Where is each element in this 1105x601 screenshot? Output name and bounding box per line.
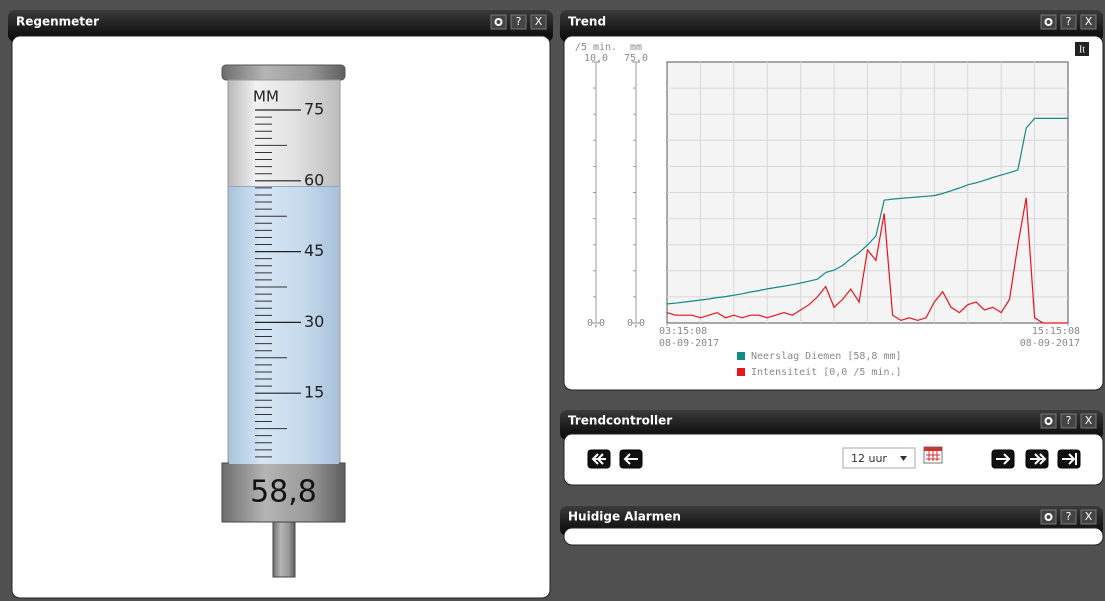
title-button-label: ? <box>516 15 522 28</box>
axis-tick-label: 75,0 <box>624 53 648 64</box>
gauge-unit: MM <box>253 88 279 106</box>
x-tick-label: 08-09-2017 <box>659 338 719 349</box>
axis-tick-label: 0,0 <box>587 318 605 329</box>
gauge-tick-label: 30 <box>304 312 324 331</box>
gauge-tick-label: 15 <box>304 383 324 402</box>
axis-tick-label: 0,0 <box>627 318 645 329</box>
title-button-label: X <box>535 15 543 28</box>
title-button-label: ? <box>1066 414 1072 427</box>
settings-button[interactable] <box>1041 510 1056 524</box>
panel-body <box>564 434 1103 485</box>
axis-title: /5 min. <box>575 42 617 53</box>
title-button-label: ? <box>1066 15 1072 28</box>
legend-swatch <box>737 368 745 376</box>
title-button-label: X <box>1085 15 1093 28</box>
x-tick-label: 03:15:08 <box>659 326 707 337</box>
x-tick-label: 08-09-2017 <box>1020 338 1080 349</box>
panel-title: Regenmeter <box>16 15 99 29</box>
period-value: 12 uur <box>851 452 887 465</box>
chart-tool-icon[interactable]: It <box>1075 42 1089 56</box>
title-button-label: ? <box>1066 510 1072 523</box>
panel-title: Trend <box>568 15 606 29</box>
settings-button[interactable] <box>1041 414 1056 428</box>
gauge-value: 58,8 <box>250 475 317 510</box>
panel-title: Huidige Alarmen <box>568 510 681 524</box>
panel-title: Trendcontroller <box>568 414 672 428</box>
screen: It 12 uur Regenmeter? X Trend? X Trendcontro… <box>0 0 1105 601</box>
axis-tick-label: 10,0 <box>584 53 608 64</box>
legend-label: Neerslag Diemen [58,8 mm] <box>751 351 902 362</box>
legend-label: Intensiteit [0,0 /5 min.] <box>751 367 902 378</box>
title-button-label: X <box>1085 414 1093 427</box>
gauge-tick-label: 75 <box>304 100 324 119</box>
settings-button[interactable] <box>1041 15 1056 29</box>
axis-title: mm <box>630 42 642 53</box>
title-button-label: X <box>1085 510 1093 523</box>
calendar-icon[interactable] <box>924 447 942 463</box>
gauge-tick-label: 60 <box>304 170 324 189</box>
panel-body <box>564 528 1103 545</box>
settings-button[interactable] <box>491 15 506 29</box>
legend-swatch <box>737 352 745 360</box>
x-tick-label: 15:15:08 <box>1032 326 1080 337</box>
svg-text:It: It <box>1079 44 1085 55</box>
gauge-tick-label: 45 <box>304 241 324 260</box>
